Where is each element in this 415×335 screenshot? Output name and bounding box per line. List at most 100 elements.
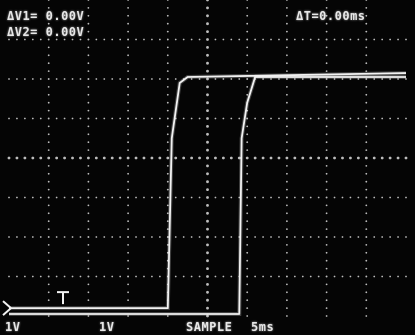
graticule-dot xyxy=(349,236,352,238)
graticule-dot xyxy=(341,38,344,41)
center-horizontal-axis-tick xyxy=(372,156,376,160)
graticule-dot xyxy=(286,212,288,215)
graticule-dot xyxy=(87,30,90,33)
graticule-dot xyxy=(166,54,169,57)
graticule-dot xyxy=(111,196,114,199)
graticule-dot xyxy=(317,275,320,278)
graticule-dot xyxy=(166,188,169,191)
center-vertical-axis-tick xyxy=(206,314,209,318)
graticule-dot xyxy=(16,38,18,41)
graticule-dot xyxy=(143,78,145,80)
graticule-dot xyxy=(63,236,66,238)
center-vertical-axis-tick xyxy=(206,101,209,105)
graticule-dot xyxy=(230,78,233,80)
graticule-dot xyxy=(166,228,169,231)
graticule-dot xyxy=(31,196,34,199)
center-horizontal-axis-tick xyxy=(285,156,289,160)
center-vertical-axis-tick xyxy=(206,204,209,207)
graticule-dot xyxy=(381,275,384,278)
center-horizontal-axis-tick xyxy=(166,156,170,160)
center-horizontal-axis-tick xyxy=(190,156,194,160)
channel-markers xyxy=(2,291,69,316)
graticule-dot xyxy=(87,180,90,183)
graticule-dot xyxy=(246,307,249,309)
center-vertical-axis-tick xyxy=(206,172,209,176)
graticule-dot xyxy=(389,78,392,80)
graticule-dot xyxy=(166,315,169,317)
graticule-dot xyxy=(23,78,26,80)
graticule-dot xyxy=(389,236,392,238)
graticule-dot xyxy=(127,291,129,294)
graticule-dot xyxy=(373,196,376,199)
trigger-level-marker-icon xyxy=(57,291,69,305)
trace-2 xyxy=(9,76,406,315)
graticule-dot xyxy=(286,30,288,33)
graticule-dot xyxy=(47,54,50,57)
graticule-dot xyxy=(127,244,129,246)
graticule-dot xyxy=(389,117,392,120)
graticule-dot xyxy=(301,275,304,278)
graticule-dot xyxy=(325,259,328,262)
graticule-dot xyxy=(166,62,169,65)
graticule-dot xyxy=(365,212,368,215)
graticule-dot xyxy=(206,117,209,120)
graticule-dot xyxy=(286,62,288,65)
graticule-dot xyxy=(87,86,90,88)
graticule-dot xyxy=(389,275,392,278)
center-horizontal-axis-tick xyxy=(87,156,90,160)
graticule-dot xyxy=(127,220,129,223)
graticule-dot xyxy=(151,236,153,238)
graticule-dot xyxy=(365,251,368,254)
graticule-dot xyxy=(246,62,249,65)
center-horizontal-axis-tick xyxy=(126,156,130,160)
center-horizontal-axis-tick xyxy=(150,156,154,160)
center-horizontal-axis-tick xyxy=(317,156,321,160)
graticule-dot xyxy=(166,236,169,238)
graticule-dot xyxy=(365,38,368,41)
graticule-dot xyxy=(286,244,288,246)
center-horizontal-axis-tick xyxy=(71,156,74,160)
center-horizontal-axis-tick xyxy=(102,156,106,160)
center-horizontal-axis-tick xyxy=(396,156,400,160)
ch2-scale-label: 1V xyxy=(99,320,115,334)
graticule-dot xyxy=(127,299,129,302)
graticule-dot xyxy=(317,117,320,120)
center-vertical-axis-tick xyxy=(206,22,209,26)
graticule-dot xyxy=(31,38,34,41)
center-horizontal-axis-tick xyxy=(63,156,66,160)
graticule-dot xyxy=(166,125,169,128)
graticule-dot xyxy=(325,93,328,96)
graticule-dot xyxy=(230,117,233,120)
graticule-dot xyxy=(87,283,90,286)
graticule-dot xyxy=(47,212,50,215)
graticule-dot xyxy=(127,236,129,238)
graticule-dot xyxy=(270,275,272,278)
graticule-dot xyxy=(166,141,169,144)
graticule-dot xyxy=(270,196,272,199)
graticule-dot xyxy=(47,70,50,72)
graticule-dot xyxy=(87,78,90,80)
graticule-dot xyxy=(349,38,352,41)
graticule-dot xyxy=(158,38,161,41)
graticule-dot xyxy=(365,236,368,238)
graticule-dot xyxy=(127,283,129,286)
graticule-dot xyxy=(23,275,26,278)
graticule-dot xyxy=(301,38,304,41)
graticule-dot xyxy=(16,117,18,120)
graticule-dot xyxy=(143,196,145,199)
graticule-dot xyxy=(286,291,288,294)
graticule-dot xyxy=(325,212,328,215)
graticule-dot xyxy=(87,212,90,215)
graticule-dot xyxy=(365,141,368,144)
graticule-dot xyxy=(333,78,336,80)
graticule-dot xyxy=(381,117,384,120)
graticule-dot xyxy=(286,7,288,9)
graticule-dot xyxy=(127,14,129,17)
graticule-dot xyxy=(222,196,225,199)
graticule-dot xyxy=(8,78,10,80)
graticule-dot xyxy=(95,236,98,238)
graticule-dot xyxy=(397,275,399,278)
graticule-dot xyxy=(87,251,90,254)
graticule-dot xyxy=(286,149,288,152)
